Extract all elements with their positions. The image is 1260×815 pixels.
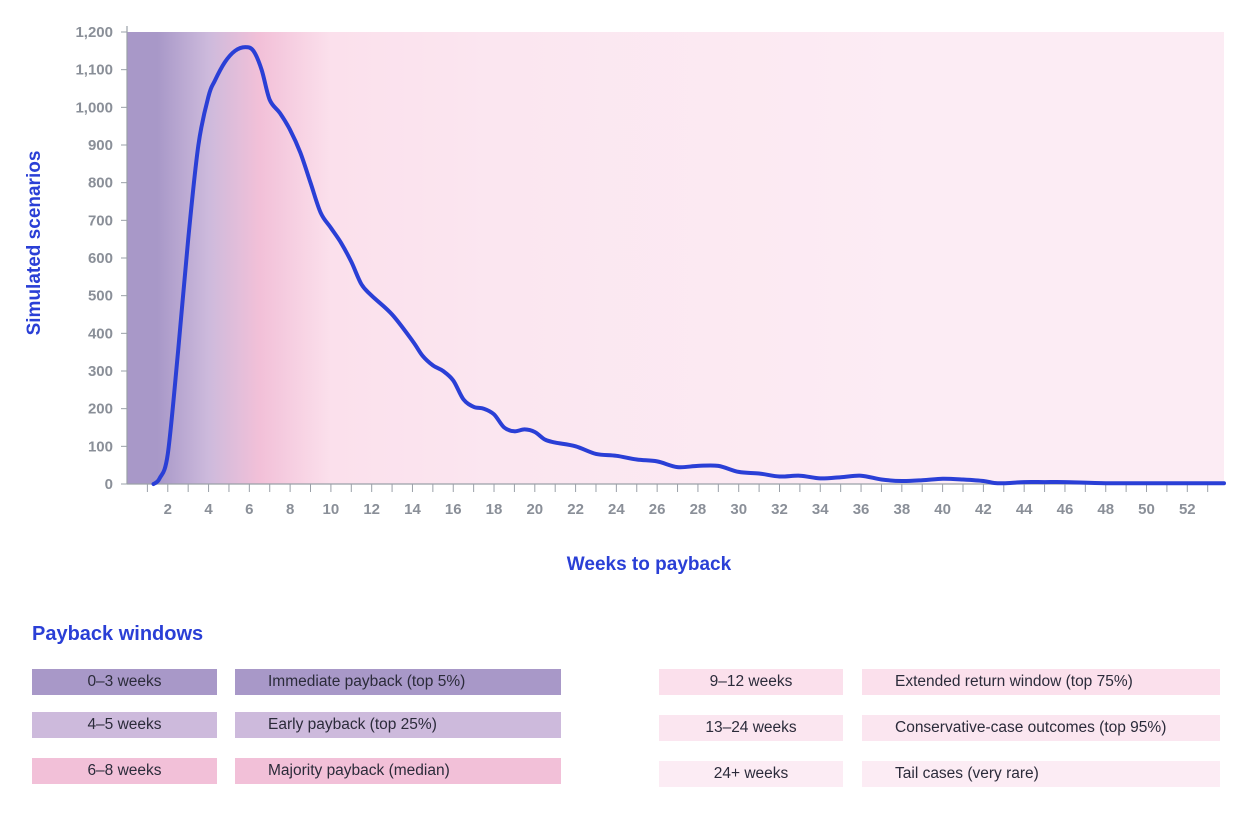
legend-label: Conservative-case outcomes (top 95%) xyxy=(862,715,1220,741)
x-tick-label: 46 xyxy=(1057,501,1074,518)
legend-range: 13–24 weeks xyxy=(659,715,843,741)
x-tick-label: 6 xyxy=(245,501,253,518)
x-tick-label: 44 xyxy=(1016,501,1033,518)
x-tick-label: 42 xyxy=(975,501,992,518)
legend-label: Early payback (top 25%) xyxy=(235,712,561,738)
y-tick-label: 200 xyxy=(88,401,113,418)
y-tick-label: 400 xyxy=(88,325,113,342)
x-tick-label: 30 xyxy=(730,501,747,518)
legend-range: 9–12 weeks xyxy=(659,669,843,695)
legend-range: 24+ weeks xyxy=(659,761,843,787)
x-tick-label: 12 xyxy=(363,501,380,518)
y-axis-ticks: 0 100 200 300 400 500 600 700 800 900 1,000 1,100 1,… xyxy=(75,24,127,493)
payback-chart: 2 4 6 8 10 12 14 16 18 20 22 24 26 28 30 32 34 36 38 40 42 44… xyxy=(24,24,1226,575)
legend-label: Extended return window (top 75%) xyxy=(862,669,1220,695)
y-tick-label: 900 xyxy=(88,137,113,154)
y-tick-label: 1,100 xyxy=(75,62,113,79)
x-tick-label: 28 xyxy=(690,501,707,518)
legend-range: 6–8 weeks xyxy=(32,758,217,784)
x-axis-ticks: 2 4 6 8 10 12 14 16 18 20 22 24 26 28 30 32 34 36 38 40 42 44… xyxy=(146,484,1209,518)
y-tick-label: 100 xyxy=(88,438,113,455)
x-tick-label: 38 xyxy=(893,501,910,518)
legend-label: Majority payback (median) xyxy=(235,758,561,784)
y-tick-label: 0 xyxy=(105,476,113,493)
x-tick-label: 4 xyxy=(204,501,213,518)
x-tick-label: 16 xyxy=(445,501,462,518)
y-tick-label: 700 xyxy=(88,212,113,229)
y-tick-label: 1,200 xyxy=(75,24,113,41)
plot-background xyxy=(127,32,1224,484)
x-tick-label: 50 xyxy=(1138,501,1155,518)
legend-range: 0–3 weeks xyxy=(32,669,217,695)
legend-title: Payback windows xyxy=(32,623,204,645)
x-tick-label: 8 xyxy=(286,501,294,518)
x-tick-label: 34 xyxy=(812,501,829,518)
x-tick-label: 24 xyxy=(608,501,625,518)
x-tick-label: 14 xyxy=(404,501,421,518)
y-axis-title: Simulated scenarios xyxy=(24,151,45,336)
x-tick-label: 18 xyxy=(486,501,503,518)
x-tick-label: 40 xyxy=(934,501,951,518)
x-tick-label: 52 xyxy=(1179,501,1196,518)
y-tick-label: 300 xyxy=(88,363,113,380)
x-tick-label: 48 xyxy=(1097,501,1114,518)
x-tick-label: 10 xyxy=(323,501,340,518)
x-tick-label: 20 xyxy=(526,501,543,518)
x-tick-label: 2 xyxy=(164,501,172,518)
y-tick-label: 800 xyxy=(88,175,113,192)
x-axis-title: Weeks to payback xyxy=(567,554,732,575)
series-line-scenarios xyxy=(151,45,1226,486)
legend-range: 4–5 weeks xyxy=(32,712,217,738)
y-tick-label: 500 xyxy=(88,288,113,305)
y-tick-label: 1,000 xyxy=(75,99,113,116)
x-tick-label: 22 xyxy=(567,501,584,518)
y-tick-label: 600 xyxy=(88,250,113,267)
legend-label: Tail cases (very rare) xyxy=(862,761,1220,787)
x-tick-label: 26 xyxy=(649,501,666,518)
x-tick-label: 36 xyxy=(853,501,870,518)
legend-label: Immediate payback (top 5%) xyxy=(235,669,561,695)
x-tick-label: 32 xyxy=(771,501,788,518)
